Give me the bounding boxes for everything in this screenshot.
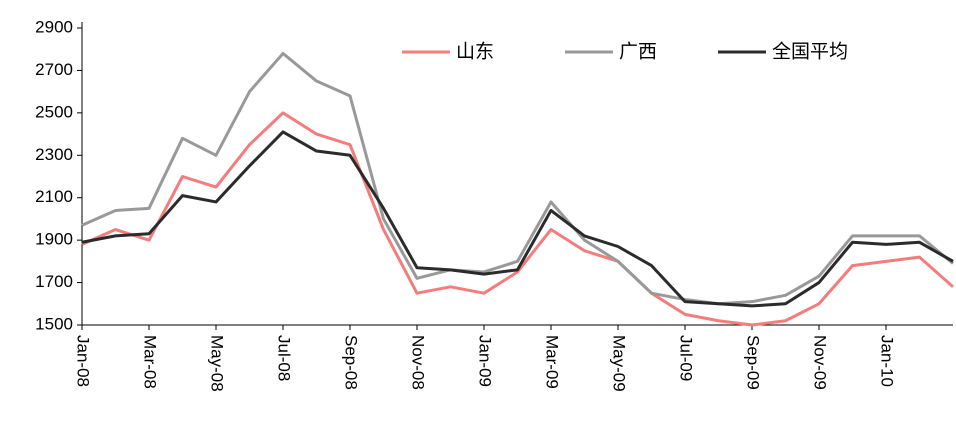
- y-tick-label: 2100: [35, 187, 73, 206]
- x-tick-label: Nov-08: [409, 335, 428, 390]
- y-tick-label: 1700: [35, 272, 73, 291]
- x-tick-label: Mar-08: [141, 335, 160, 389]
- y-tick-label: 2900: [35, 17, 73, 36]
- x-tick-label: Jul-09: [677, 335, 696, 381]
- legend-label: 山东: [456, 41, 494, 63]
- y-tick-label: 1900: [35, 230, 73, 249]
- x-tick-label: Jul-08: [275, 335, 294, 381]
- y-tick-label: 2500: [35, 102, 73, 121]
- x-tick-label: May-08: [208, 335, 227, 392]
- y-tick-label: 1500: [35, 314, 73, 333]
- legend-label: 全国平均: [772, 41, 848, 63]
- x-tick-label: Nov-09: [811, 335, 830, 390]
- x-tick-label: Jan-09: [476, 335, 495, 387]
- y-tick-label: 2300: [35, 145, 73, 164]
- x-tick-label: Sep-08: [342, 335, 361, 390]
- series-line: [81, 51, 954, 306]
- x-tick-label: May-09: [610, 335, 629, 392]
- series-line: [81, 111, 954, 327]
- x-tick-label: Sep-09: [744, 335, 763, 390]
- legend-label: 广西: [619, 41, 657, 63]
- x-tick-label: Jan-08: [74, 335, 93, 387]
- x-tick-label: Jan-10: [878, 335, 897, 387]
- series-line: [81, 130, 954, 308]
- legend: 山东 广西 全国平均: [402, 41, 848, 63]
- y-tick-label: 2700: [35, 60, 73, 79]
- x-tick-label: Mar-09: [543, 335, 562, 389]
